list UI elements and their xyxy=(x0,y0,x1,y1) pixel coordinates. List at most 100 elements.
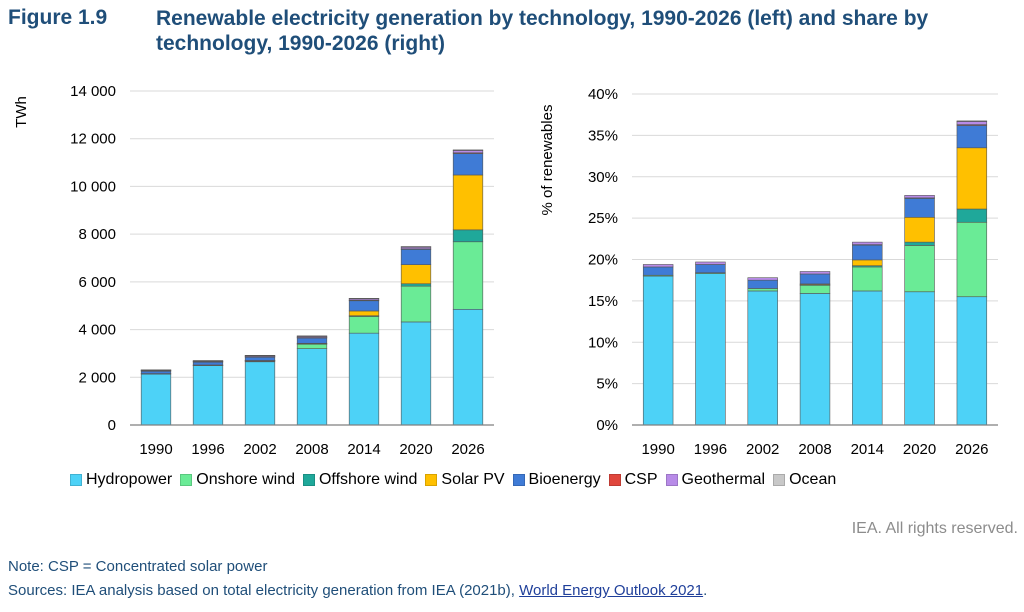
y-tick-label: 30% xyxy=(588,169,618,186)
bar-segment-ocean xyxy=(244,355,276,357)
rights-notice: IEA. All rights reserved. xyxy=(851,520,1018,537)
legend-item: Offshore wind xyxy=(302,471,418,489)
bar-segment-ocean xyxy=(452,149,484,151)
legend-item: Bioenergy xyxy=(512,471,601,489)
y-tick-label: 25% xyxy=(588,210,618,227)
bar-segment-solar-pv xyxy=(852,259,883,267)
bar-segment-hydropower xyxy=(799,293,831,426)
x-tick-label: 2020 xyxy=(399,441,432,458)
bar-segment-bioenergy xyxy=(695,264,726,274)
x-tick-label: 2014 xyxy=(347,441,380,458)
bar-segment-ocean xyxy=(956,120,988,122)
bar-segment-onshore-wind xyxy=(348,316,380,334)
bar-segment-offshore-wind xyxy=(904,241,935,246)
bar-segment-solar-pv xyxy=(956,147,988,210)
y-tick-label: 12 000 xyxy=(70,131,116,148)
y-tick-label: 35% xyxy=(588,127,618,144)
sources-text: Sources: IEA analysis based on total ele… xyxy=(8,582,520,599)
bar-segment-onshore-wind xyxy=(799,284,831,294)
bar-segment-hydropower xyxy=(192,365,224,426)
y-tick-label: 4 000 xyxy=(78,322,116,339)
bar-segment-hydropower xyxy=(642,275,674,426)
legend-swatch xyxy=(302,474,315,486)
bar-segment-ocean xyxy=(296,335,328,337)
y-tick-label: 6 000 xyxy=(78,274,116,291)
bar-segment-geothermal xyxy=(747,277,778,281)
bar-segment-onshore-wind xyxy=(904,245,935,293)
legend-swatch xyxy=(180,474,193,486)
legend-label: Geothermal xyxy=(681,471,766,488)
x-tick-label: 1996 xyxy=(694,441,727,458)
y-tick-label: 14 000 xyxy=(70,83,116,100)
figure-title: Renewable electricity generation by tech… xyxy=(156,7,929,55)
legend-swatch xyxy=(608,474,621,486)
bar-segment-hydropower xyxy=(747,290,778,426)
legend-swatch xyxy=(665,474,678,486)
bar-segment-bioenergy xyxy=(956,125,988,149)
charts-svg: 0 2 000 4 000 6 000 8 000 10 000 12 000 14 000 T… xyxy=(13,83,998,458)
y-tick-label: 5% xyxy=(596,376,618,393)
bar-segment-ocean xyxy=(400,246,432,248)
sources: Sources: IEA analysis based on total ele… xyxy=(8,582,707,599)
bar-segment-hydropower xyxy=(452,308,484,426)
note: Note: CSP = Concentrated solar power xyxy=(8,558,268,575)
legend-swatch xyxy=(512,474,525,486)
chart-1: 0 2 000 4 000 6 000 8 000 10 000 12 000 14 000 T… xyxy=(13,83,494,458)
x-tick-label: 2008 xyxy=(798,441,831,458)
legend-item: CSP xyxy=(608,471,658,489)
y-tick-label: 40% xyxy=(588,86,618,103)
x-tick-label: 2020 xyxy=(903,441,936,458)
legend: Hydropower Onshore wind Offshore wind Solar… xyxy=(70,471,844,489)
x-tick-label: 2026 xyxy=(955,441,988,458)
x-tick-label: 2002 xyxy=(243,441,276,458)
y-tick-label: 10 000 xyxy=(70,178,116,195)
legend-label: Offshore wind xyxy=(318,471,418,488)
bar-segment-bioenergy xyxy=(747,279,778,289)
bar-segment-geothermal xyxy=(956,121,988,125)
bar-segment-onshore-wind xyxy=(956,221,988,298)
x-tick-label: 2002 xyxy=(746,441,779,458)
bar-segment-onshore-wind xyxy=(296,343,328,349)
bar-segment-hydropower xyxy=(244,361,276,426)
bar-segment-solar-pv xyxy=(452,174,484,231)
bar-segment-hydropower xyxy=(296,348,328,426)
bar-segment-bioenergy xyxy=(400,248,432,265)
legend-label: Onshore wind xyxy=(196,471,295,488)
x-tick-label: 2026 xyxy=(451,441,484,458)
bar-segment-hydropower xyxy=(140,373,172,426)
bar-segment-onshore-wind xyxy=(452,241,484,310)
y-tick-label: 10% xyxy=(588,334,618,351)
sources-suffix: . xyxy=(703,582,708,599)
bar-segment-solar-pv xyxy=(348,310,380,317)
bar-segment-hydropower xyxy=(956,296,988,426)
bar-segment-bioenergy xyxy=(852,244,883,261)
bar-segment-geothermal xyxy=(642,264,674,268)
x-tick-label: 1996 xyxy=(191,441,224,458)
bar-segment-bioenergy xyxy=(452,153,484,176)
bar-segment-offshore-wind xyxy=(400,283,432,287)
legend-item: Onshore wind xyxy=(180,471,295,489)
bar-segment-hydropower xyxy=(695,273,726,426)
bar-segment-geothermal xyxy=(799,271,831,275)
bar-segment-onshore-wind xyxy=(747,288,778,292)
y-axis-label: % of renewables xyxy=(539,105,556,216)
bar-segment-geothermal xyxy=(695,261,726,265)
bar-segment-offshore-wind xyxy=(956,208,988,223)
x-tick-label: 2008 xyxy=(295,441,328,458)
legend-swatch xyxy=(70,474,82,486)
chart-2: 0% 5% 10% 15% 20% 25% 30% 35% 40% % of renewables… xyxy=(539,86,998,458)
bar-segment-bioenergy xyxy=(296,337,328,344)
bar-segment-geothermal xyxy=(904,195,935,199)
y-tick-label: 20% xyxy=(588,252,618,269)
bar-segment-ocean xyxy=(140,369,172,371)
sources-link[interactable]: World Energy Outlook 2021 xyxy=(519,582,704,599)
legend-item: Solar PV xyxy=(425,471,505,489)
legend-item: Geothermal xyxy=(665,471,766,489)
bar-segment-geothermal xyxy=(852,241,883,245)
bar-segment-bioenergy xyxy=(642,266,674,276)
bar-segment-ocean xyxy=(348,298,380,300)
bar-segment-ocean xyxy=(192,360,224,362)
bar-segment-offshore-wind xyxy=(452,229,484,243)
bar-segment-onshore-wind xyxy=(852,266,883,292)
y-tick-label: 15% xyxy=(588,293,618,310)
